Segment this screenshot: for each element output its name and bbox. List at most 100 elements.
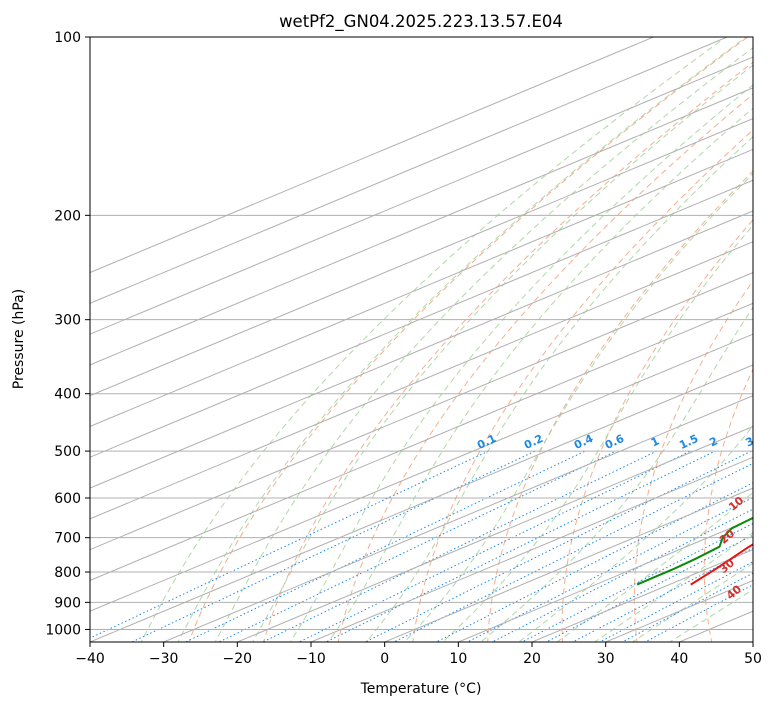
isotherm bbox=[530, 549, 753, 642]
mixing-ratio-line bbox=[364, 450, 752, 642]
mixing-ratio-label: 0.6 bbox=[603, 432, 626, 452]
isotherm bbox=[90, 148, 753, 428]
moist-adiabats bbox=[140, 37, 753, 642]
isotherm bbox=[90, 333, 753, 612]
mixing-ratio-label: 0.1 bbox=[475, 432, 498, 452]
y-tick-label: 900 bbox=[54, 595, 81, 611]
isotherm bbox=[457, 518, 753, 642]
x-tick-label: −10 bbox=[296, 651, 326, 667]
isotherm bbox=[309, 456, 753, 642]
mixing-ratio-line bbox=[90, 450, 489, 639]
x-tick-label: −40 bbox=[75, 651, 105, 667]
moist-adiabat bbox=[480, 306, 753, 642]
x-tick-label: 10 bbox=[449, 651, 467, 667]
mixing-ratio-line bbox=[466, 496, 753, 642]
isotherm bbox=[90, 37, 655, 274]
y-tick-label: 100 bbox=[54, 30, 81, 46]
isotherm bbox=[236, 425, 753, 642]
isotherm bbox=[90, 87, 753, 366]
moist-adiabat bbox=[403, 172, 753, 642]
moist-adiabat bbox=[252, 64, 753, 642]
mixing-ratio-line bbox=[621, 572, 753, 642]
x-tick-label: −20 bbox=[223, 651, 253, 667]
moist-adiabat bbox=[177, 37, 748, 642]
moist-adiabat bbox=[365, 136, 753, 642]
dry-adiabat-label: 10 bbox=[726, 494, 746, 514]
dry-adiabat bbox=[412, 129, 753, 642]
x-tick-label: −30 bbox=[149, 651, 179, 667]
mixing-ratio-lines bbox=[90, 450, 753, 642]
isotherm bbox=[90, 118, 753, 397]
mixing-ratio-line bbox=[598, 561, 753, 642]
moist-adiabat bbox=[140, 37, 728, 642]
dewpoint-line bbox=[636, 516, 753, 586]
line-labels: 0.10.20.40.611.52346810131620253036-100-… bbox=[475, 432, 775, 603]
y-tick-label: 600 bbox=[54, 491, 81, 507]
dry-adiabats bbox=[188, 37, 753, 642]
x-tick-label: 50 bbox=[744, 651, 762, 667]
isotherm bbox=[90, 56, 753, 335]
plot-frame bbox=[89, 36, 754, 643]
mixing-ratio-label: 1 bbox=[649, 434, 661, 449]
x-axis-label: Temperature (°C) bbox=[360, 681, 482, 697]
dry-adiabat bbox=[188, 37, 749, 642]
x-tick-label: 20 bbox=[523, 651, 541, 667]
dry-adiabat bbox=[337, 93, 753, 642]
mixing-ratio-line bbox=[571, 547, 753, 642]
isotherm bbox=[90, 37, 729, 304]
moist-adiabat bbox=[518, 424, 753, 642]
dry-adiabat bbox=[561, 218, 753, 642]
mixing-ratio-label: 0.4 bbox=[572, 432, 595, 452]
chart-title: wetPf2_GN04.2025.223.13.57.E04 bbox=[279, 12, 563, 32]
moist-adiabat bbox=[289, 84, 753, 642]
plot-area: 0.10.20.40.611.52346810131620253036-100-… bbox=[90, 37, 775, 642]
mixing-ratio-line bbox=[130, 450, 536, 642]
isotherm bbox=[90, 241, 753, 520]
y-tick-label: 300 bbox=[54, 313, 81, 329]
dry-adiabat-label: 30 bbox=[717, 556, 737, 576]
dry-adiabat bbox=[263, 61, 753, 642]
isotherm bbox=[90, 210, 753, 489]
isotherms bbox=[90, 37, 753, 642]
dry-adiabat bbox=[487, 170, 753, 642]
isotherm bbox=[90, 364, 753, 642]
profile-lines bbox=[636, 516, 753, 586]
moist-adiabat bbox=[327, 107, 753, 642]
x-axis: −40 −30 −20 −10 0 10 20 30 40 50 bbox=[75, 642, 762, 667]
isobars bbox=[90, 37, 753, 630]
mixing-ratio-line bbox=[261, 450, 657, 642]
mixing-ratio-line bbox=[644, 584, 753, 642]
y-tick-label: 1000 bbox=[45, 622, 81, 638]
dry-adiabat bbox=[703, 368, 753, 642]
isotherm bbox=[162, 395, 753, 642]
dry-adiabat bbox=[633, 279, 753, 642]
y-tick-label: 700 bbox=[54, 531, 81, 547]
isotherm bbox=[90, 179, 753, 458]
moist-adiabat bbox=[556, 491, 753, 642]
y-tick-label: 400 bbox=[54, 387, 81, 403]
y-axis-label: Pressure (hPa) bbox=[11, 289, 27, 389]
mixing-ratio-label: 4 bbox=[770, 434, 775, 449]
y-axis: 1000 900 800 700 600 500 400 300 200 100 bbox=[45, 30, 90, 638]
mixing-ratio-label: 3 bbox=[744, 434, 756, 449]
moist-adiabat bbox=[593, 531, 753, 642]
mixing-ratio-line bbox=[298, 450, 691, 642]
moist-adiabat bbox=[441, 224, 753, 642]
mixing-ratio-line bbox=[435, 482, 753, 642]
moist-adiabat bbox=[214, 47, 753, 642]
x-tick-label: 0 bbox=[380, 651, 389, 667]
y-tick-label: 200 bbox=[54, 208, 81, 224]
x-tick-label: 30 bbox=[597, 651, 615, 667]
isotherm bbox=[90, 302, 753, 581]
y-tick-label: 800 bbox=[54, 565, 81, 581]
mixing-ratio-label: 2 bbox=[707, 434, 719, 449]
mixing-ratio-label: 1.5 bbox=[677, 432, 700, 452]
y-tick-label: 500 bbox=[54, 444, 81, 460]
mixing-ratio-line bbox=[324, 450, 716, 642]
isotherm bbox=[383, 487, 753, 642]
mixing-ratio-line bbox=[545, 534, 753, 642]
isotherm bbox=[90, 271, 753, 551]
x-tick-label: 40 bbox=[670, 651, 688, 667]
mixing-ratio-line bbox=[217, 450, 617, 642]
